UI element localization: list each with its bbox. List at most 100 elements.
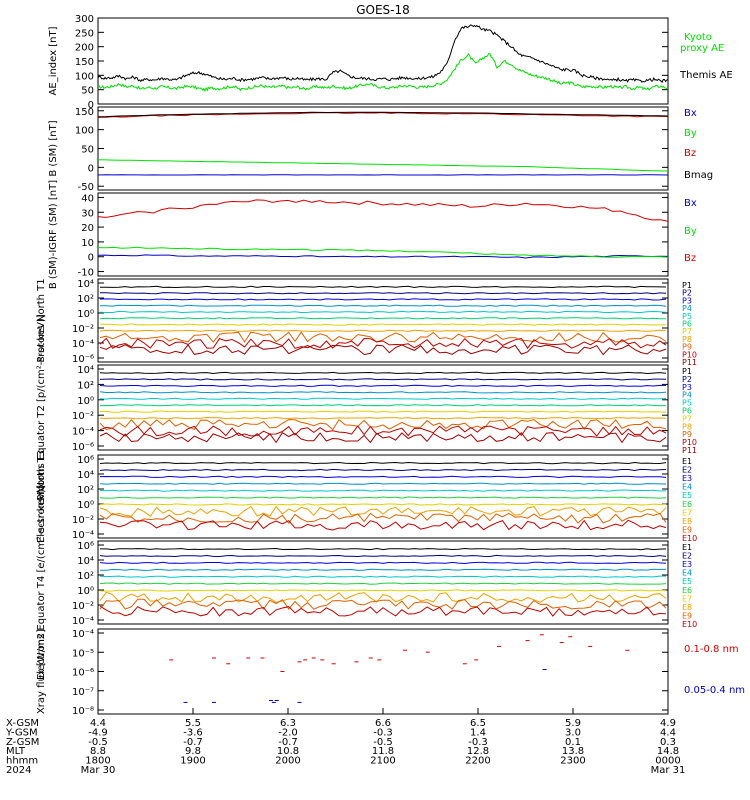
legend-p8: P8: [682, 422, 692, 431]
y-tick-label: 250: [75, 28, 94, 39]
legend-p7: P7: [682, 414, 692, 423]
channel-line-p10: [99, 425, 667, 437]
panel-6: Electrons North T3 10⁶ 10⁴ 10² 10⁰ 10⁻² 10⁻⁴ E1…: [36, 450, 697, 543]
legend-entry: Kyoto proxy AE: [680, 32, 724, 54]
x-axis-value: 4.9: [660, 718, 676, 729]
legend-p3: P3: [682, 383, 692, 392]
legend-entry: Bz: [684, 253, 696, 264]
x-axis-value: 12.8: [467, 746, 489, 757]
panel-frame: [97, 364, 669, 451]
y-tick-label: 10: [81, 238, 94, 249]
x-axis-value: 6.5: [470, 718, 486, 729]
legend-e4: E4: [682, 483, 692, 492]
legend-p2: P2: [682, 289, 692, 298]
channel-line-e8: [99, 505, 667, 518]
channel-line-e9: [99, 598, 667, 610]
y-tick-label: 10⁻⁸: [72, 706, 94, 717]
y-axis-label: Electrons Equator T4 [e/(cm²-s-sr-keV)]: [36, 485, 47, 680]
panel-8: Xray flux [W/m2] 10⁻⁴ 10⁻⁵ 10⁻⁶ 10⁻⁷ 10⁻⁸ 0.1-…: [36, 628, 745, 717]
y-tick-label: 10⁻⁶: [72, 668, 94, 679]
legend-entry: Themis AE: [679, 70, 733, 81]
x-axis-row-label: MLT: [6, 746, 26, 757]
x-axis-value: 2000: [275, 756, 300, 767]
y-tick-label: 10²: [77, 294, 94, 305]
channel-line-e10: [99, 519, 667, 531]
legend-p8: P8: [682, 335, 692, 344]
channel-line-e7: [99, 503, 667, 506]
channel-line-e4: [99, 482, 667, 485]
channel-line-p8: [99, 329, 667, 332]
y-tick-label: 50: [81, 145, 94, 156]
legend-e10: E10: [682, 534, 697, 543]
series-line-by: [97, 159, 669, 172]
channel-line-p5: [99, 310, 667, 314]
channel-line-p5: [99, 397, 667, 400]
legend-p4: P4: [682, 304, 692, 313]
series-line-bmag: [97, 111, 669, 118]
channel-line-p2: [99, 292, 667, 295]
x-axis-value: 3.0: [565, 727, 581, 738]
legend-e5: E5: [682, 577, 692, 586]
legend-p1: P1: [682, 281, 692, 290]
channel-line-e5: [99, 489, 667, 492]
x-axis-value: 6.6: [375, 718, 391, 729]
y-tick-label: 10⁻⁶: [72, 354, 94, 365]
x-axis-value: -4.9: [88, 727, 108, 738]
x-axis-value: -3.6: [183, 727, 203, 738]
legend-entry: By: [684, 226, 697, 237]
y-tick-label: 10⁻⁴: [72, 339, 94, 350]
y-tick-label: 20: [81, 223, 94, 234]
channel-line-p4: [100, 304, 667, 307]
channel-line-e3: [99, 561, 667, 565]
x-axis-value: 2100: [370, 756, 395, 767]
y-tick-label: 10⁻²: [72, 324, 94, 335]
channel-line-e1: [100, 547, 667, 551]
y-tick-label: 10⁻⁷: [72, 687, 94, 698]
y-tick-label: 150: [75, 107, 94, 118]
y-tick-label: 10⁴: [77, 470, 94, 481]
channel-line-e1: [99, 461, 667, 465]
x-axis-value: 4.4: [90, 718, 106, 729]
legend-p2: P2: [682, 375, 692, 384]
panel-7: Electrons Equator T4 [e/(cm²-s-sr-keV)] 1…: [36, 485, 697, 680]
y-tick-label: 10⁻²: [72, 515, 94, 526]
x-axis-value: 8.8: [90, 746, 106, 757]
legend-e6: E6: [682, 586, 692, 595]
y-tick-label: 10⁰: [77, 396, 94, 407]
series-line-by: [97, 246, 669, 258]
legend-e8: E8: [682, 603, 692, 612]
y-tick-label: 0: [88, 163, 94, 174]
channel-line-e6: [99, 496, 667, 499]
y-tick-label: 10⁻⁴: [72, 616, 94, 627]
channel-line-e5: [99, 575, 666, 578]
legend-p9: P9: [682, 430, 692, 439]
y-tick-label: 100: [75, 126, 94, 137]
legend-e5: E5: [682, 491, 692, 500]
channel-line-e8: [99, 591, 667, 603]
channel-line-p11: [99, 344, 667, 356]
y-tick-label: 10⁻⁴: [72, 530, 94, 541]
legend-p5: P5: [682, 312, 692, 321]
legend-e10: E10: [682, 620, 697, 629]
x-axis-value: 1900: [180, 756, 205, 767]
legend-line-2: proxy AE: [680, 43, 724, 54]
series-line-kyoto-proxy-ae: [98, 52, 669, 92]
series-line-bx: [97, 254, 669, 259]
x-axis-value: -0.7: [278, 737, 298, 748]
x-axis-value: 11.8: [372, 746, 394, 757]
channel-line-e4: [100, 568, 667, 571]
legend-e1: E1: [682, 457, 692, 466]
channel-line-p3: [99, 298, 667, 301]
panel-frame: [97, 540, 669, 625]
y-tick-label: 10⁰: [77, 586, 94, 597]
y-tick-label: 40: [81, 193, 94, 204]
x-axis-value: -0.5: [88, 737, 108, 748]
legend-p11: P11: [682, 446, 697, 455]
y-tick-label: 10²: [77, 485, 94, 496]
legend-p10: P10: [682, 438, 697, 447]
legend-e3: E3: [682, 560, 692, 569]
x-axis-value: 0.3: [660, 737, 676, 748]
x-axis-row-label: Y-GSM: [5, 727, 38, 738]
x-axis-value: 1800: [85, 756, 110, 767]
